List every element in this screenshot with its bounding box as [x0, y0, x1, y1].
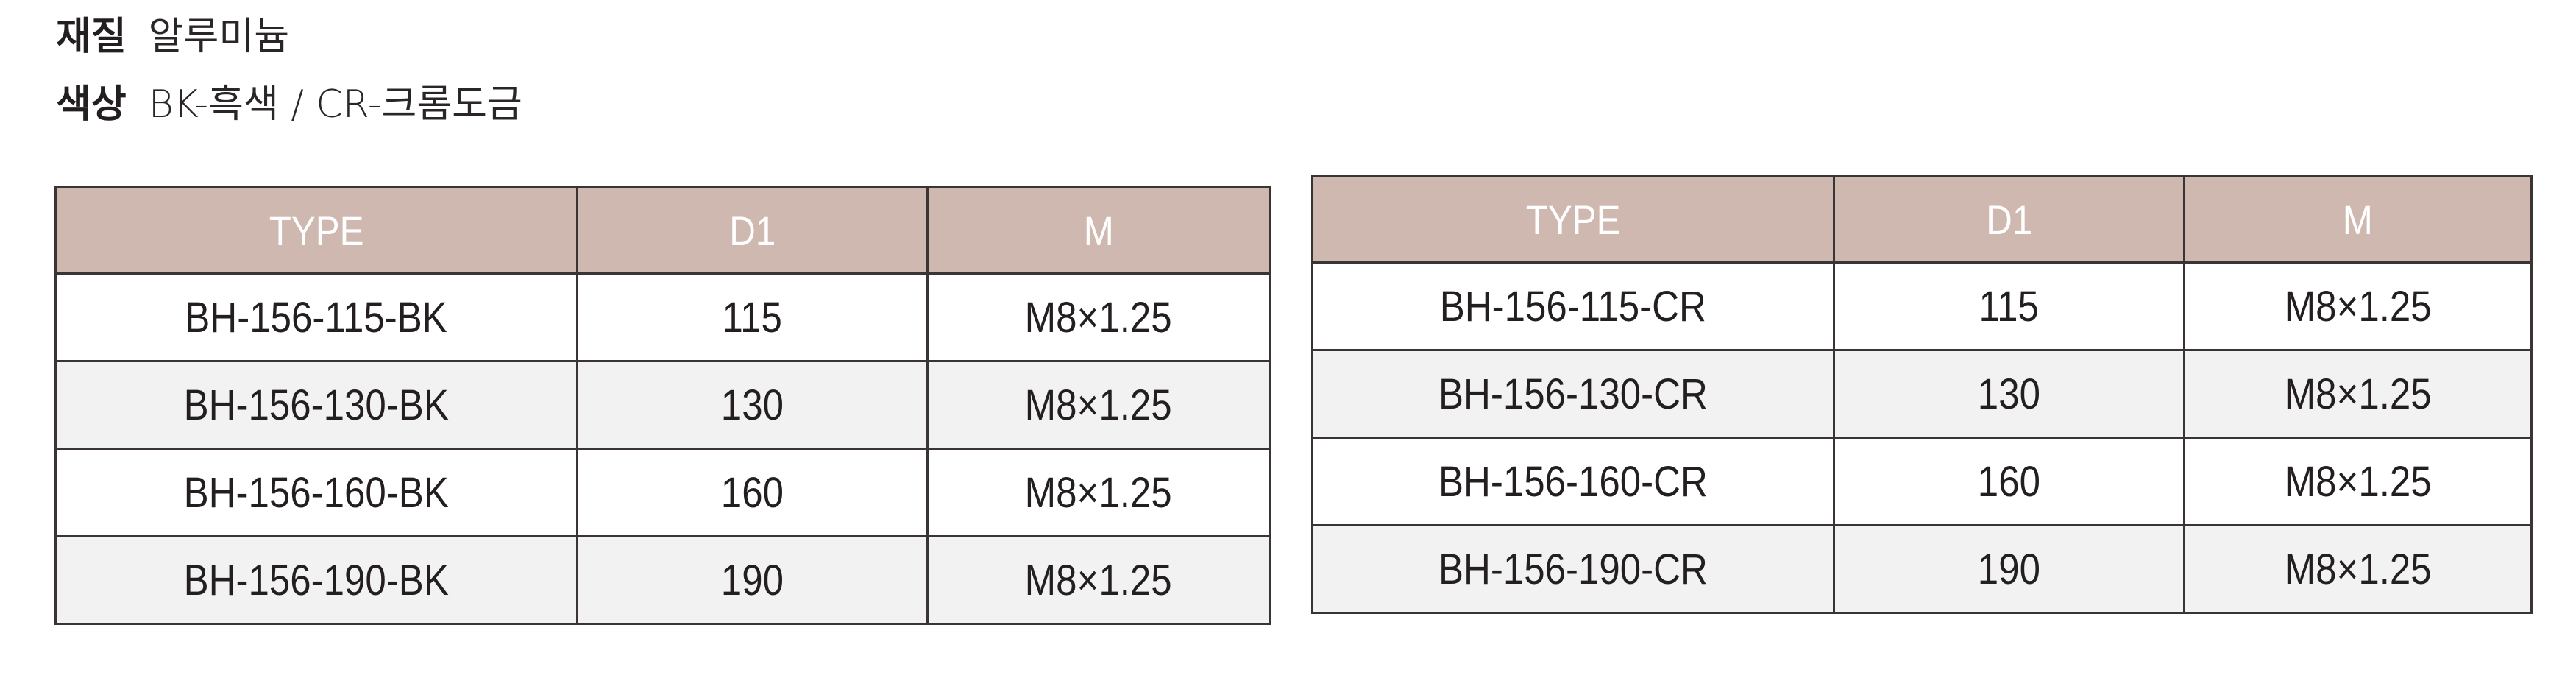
- column-header-label: TYPE: [269, 207, 364, 254]
- table-cell: M8×1.25: [2183, 261, 2533, 351]
- spec-material: 재질 알루미늄: [56, 15, 289, 59]
- cell-text: M8×1.25: [2284, 457, 2432, 506]
- header-row: TYPE D1 M: [54, 186, 1271, 275]
- cell-text: 130: [720, 381, 784, 429]
- column-header-label: D1: [1985, 196, 2033, 243]
- header-row: TYPE D1 M: [1311, 175, 2533, 264]
- spec-label: 재질: [56, 15, 127, 59]
- table-cell: BH-156-130-CR: [1311, 349, 1835, 439]
- cell-text: M8×1.25: [1024, 556, 1173, 604]
- table-cell: 130: [1833, 349, 2185, 439]
- cell-text: BH-156-160-CR: [1438, 457, 1708, 506]
- table-row: BH-156-130-BK 130 M8×1.25: [54, 360, 1271, 450]
- cell-text: BH-156-190-CR: [1438, 545, 1708, 593]
- column-header-label: D1: [728, 207, 776, 254]
- cell-text: 115: [1979, 282, 2040, 331]
- spec-value: BK-흑색 / CR-크롬도금: [148, 82, 522, 127]
- spec-color: 색상 BK-흑색 / CR-크롬도금: [56, 82, 522, 127]
- cell-text: BH-156-160-BK: [183, 468, 450, 517]
- spec-table-bk: TYPE D1 M BH-156-115-BK 115 M8×1.25 BH-156-130…: [54, 186, 1271, 625]
- cell-text: 190: [1977, 545, 2041, 593]
- cell-text: BH-156-130-BK: [183, 381, 450, 429]
- cell-text: 130: [1977, 370, 2041, 418]
- table-cell: M8×1.25: [2183, 437, 2533, 526]
- cell-text: M8×1.25: [2284, 545, 2432, 593]
- table-cell: M8×1.25: [926, 272, 1271, 362]
- table-cell: M8×1.25: [2183, 349, 2533, 439]
- cell-text: BH-156-115-BK: [185, 293, 448, 342]
- table-cell: M8×1.25: [2183, 524, 2533, 614]
- column-header-label: M: [2342, 196, 2374, 243]
- column-header: TYPE: [1311, 175, 1835, 264]
- table-row: BH-156-160-BK 160 M8×1.25: [54, 448, 1271, 537]
- table-cell: BH-156-190-BK: [54, 535, 578, 625]
- table-cell: M8×1.25: [926, 448, 1271, 537]
- spec-value: 알루미늄: [148, 15, 290, 59]
- cell-text: 160: [1977, 457, 2041, 506]
- table-cell: 115: [1833, 261, 2185, 351]
- table-cell: 115: [576, 272, 929, 362]
- cell-text: M8×1.25: [2284, 282, 2432, 331]
- table-cell: 190: [1833, 524, 2185, 614]
- table-cell: BH-156-160-CR: [1311, 437, 1835, 526]
- table-cell: 130: [576, 360, 929, 450]
- table-row: BH-156-115-BK 115 M8×1.25: [54, 272, 1271, 362]
- cell-text: M8×1.25: [1024, 293, 1173, 342]
- cell-text: BH-156-115-CR: [1439, 282, 1707, 331]
- table-cell: 190: [576, 535, 929, 625]
- table-row: BH-156-160-CR 160 M8×1.25: [1311, 437, 2533, 526]
- column-header: M: [2183, 175, 2533, 264]
- table-cell: BH-156-160-BK: [54, 448, 578, 537]
- spec-table-cr: TYPE D1 M BH-156-115-CR 115 M8×1.25 BH-156-130…: [1311, 175, 2533, 614]
- table-row: BH-156-190-CR 190 M8×1.25: [1311, 524, 2533, 614]
- column-header: D1: [1833, 175, 2185, 264]
- cell-text: BH-156-130-CR: [1438, 370, 1708, 418]
- table-cell: M8×1.25: [926, 360, 1271, 450]
- table-row: BH-156-130-CR 130 M8×1.25: [1311, 349, 2533, 439]
- cell-text: M8×1.25: [1024, 381, 1173, 429]
- cell-text: 160: [720, 468, 784, 517]
- table-cell: BH-156-130-BK: [54, 360, 578, 450]
- table-cell: BH-156-190-CR: [1311, 524, 1835, 614]
- table-cell: M8×1.25: [926, 535, 1271, 625]
- column-header: M: [926, 186, 1271, 275]
- cell-text: 190: [720, 556, 784, 604]
- table-cell: BH-156-115-CR: [1311, 261, 1835, 351]
- table-row: BH-156-190-BK 190 M8×1.25: [54, 535, 1271, 625]
- column-header-label: TYPE: [1525, 196, 1621, 243]
- cell-text: BH-156-190-BK: [183, 556, 450, 604]
- cell-text: M8×1.25: [2284, 370, 2432, 418]
- table-cell: BH-156-115-BK: [54, 272, 578, 362]
- column-header-label: M: [1083, 207, 1114, 254]
- cell-text: 115: [722, 293, 783, 342]
- table-row: BH-156-115-CR 115 M8×1.25: [1311, 261, 2533, 351]
- table-cell: 160: [1833, 437, 2185, 526]
- spec-label: 색상: [56, 82, 127, 127]
- table-cell: 160: [576, 448, 929, 537]
- cell-text: M8×1.25: [1024, 468, 1173, 517]
- column-header: D1: [576, 186, 929, 275]
- column-header: TYPE: [54, 186, 578, 275]
